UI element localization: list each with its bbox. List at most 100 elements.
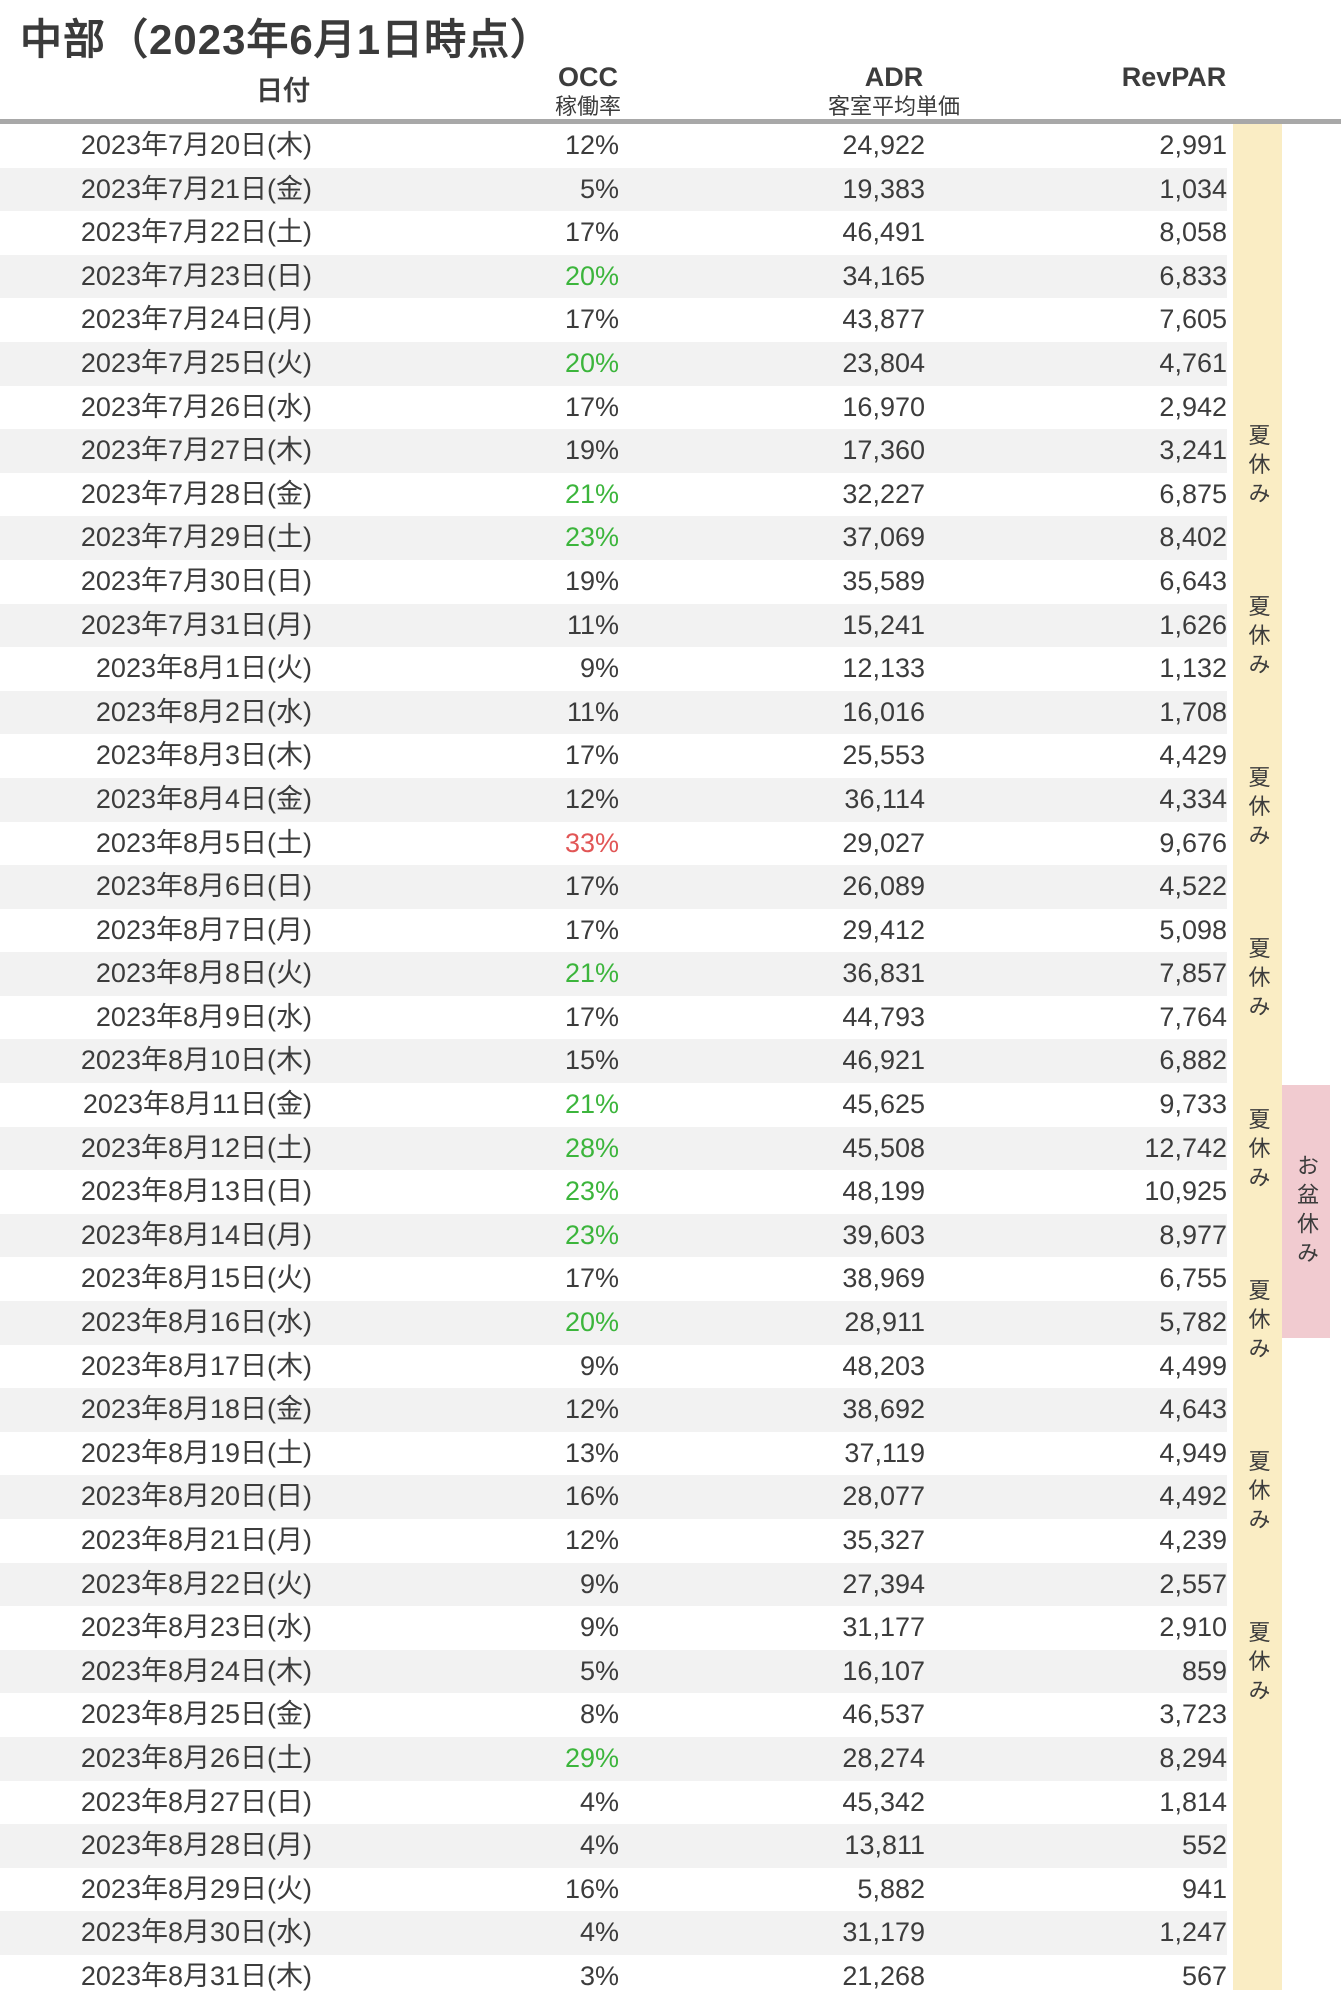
revpar-cell: 5,098 <box>1159 914 1227 945</box>
table-row: 2023年8月27日(日) 4% 45,342 1,814 <box>0 1780 1227 1825</box>
table-row: 2023年8月4日(金) 12% 36,114 4,334 <box>0 777 1227 822</box>
date-cell: 2023年8月16日(水) <box>80 1307 312 1338</box>
adr-cell: 28,274 <box>842 1742 925 1773</box>
occ-cell: 21% <box>564 478 619 509</box>
adr-cell: 46,491 <box>842 217 925 248</box>
date-cell: 2023年7月23日(日) <box>80 260 312 291</box>
revpar-cell: 12,742 <box>1144 1132 1227 1163</box>
table-row: 2023年8月7日(月) 17% 29,412 5,098 <box>0 908 1227 953</box>
revpar-cell: 1,132 <box>1159 653 1227 684</box>
summer-vacation-label: 夏休み <box>1245 1620 1271 1708</box>
table-row: 2023年8月26日(土) 29% 28,274 8,294 <box>0 1736 1227 1781</box>
revpar-cell: 1,708 <box>1159 696 1227 727</box>
date-cell: 2023年8月21日(月) <box>80 1525 312 1555</box>
revpar-cell: 4,334 <box>1159 783 1227 814</box>
adr-cell: 43,877 <box>842 304 925 335</box>
summer-vacation-label: 夏休み <box>1245 1449 1271 1537</box>
column-header-adr-sublabel: 客室平均単価 <box>827 94 961 119</box>
date-cell: 2023年8月31日(木) <box>80 1960 312 1991</box>
occ-cell: 23% <box>564 522 619 553</box>
occ-cell: 20% <box>564 347 619 378</box>
revpar-cell: 7,857 <box>1159 958 1227 989</box>
revpar-cell: 5,782 <box>1159 1307 1227 1338</box>
table-row: 2023年8月2日(水) 11% 16,016 1,708 <box>0 690 1227 735</box>
revpar-cell: 4,643 <box>1159 1394 1227 1425</box>
table-row: 2023年7月25日(火) 20% 23,804 4,761 <box>0 341 1227 386</box>
table-row: 2023年7月23日(日) 20% 34,165 6,833 <box>0 254 1227 299</box>
table-row: 2023年7月29日(土) 23% 37,069 8,402 <box>0 516 1227 560</box>
occ-cell: 9% <box>579 1568 619 1599</box>
table-row: 2023年8月30日(水) 4% 31,179 1,247 <box>0 1911 1227 1955</box>
revpar-cell: 2,557 <box>1159 1568 1227 1599</box>
page-title: 中部（2023年6月1日時点） <box>20 16 554 63</box>
date-cell: 2023年8月9日(水) <box>95 1001 312 1032</box>
date-cell: 2023年8月29日(火) <box>80 1873 312 1904</box>
occ-cell: 20% <box>564 260 619 291</box>
occ-cell: 17% <box>564 740 619 771</box>
occ-cell: 12% <box>564 130 619 160</box>
occ-cell: 17% <box>564 871 619 902</box>
date-cell: 2023年8月19日(土) <box>80 1437 312 1468</box>
date-cell: 2023年8月8日(火) <box>95 958 312 989</box>
revpar-cell: 4,429 <box>1159 740 1227 771</box>
occ-cell: 17% <box>564 1001 619 1032</box>
date-cell: 2023年7月25日(火) <box>80 347 312 378</box>
summer-vacation-label: 夏休み <box>1245 936 1271 1024</box>
column-header-date: 日付 <box>256 76 310 106</box>
adr-cell: 38,969 <box>842 1263 925 1294</box>
revpar-cell: 8,294 <box>1159 1742 1227 1773</box>
table-row: 2023年8月11日(金) 21% 45,625 9,733 <box>0 1083 1227 1127</box>
table-row: 2023年7月27日(木) 19% 17,360 3,241 <box>0 429 1227 473</box>
date-cell: 2023年8月7日(月) <box>95 914 312 945</box>
occ-cell: 16% <box>564 1481 619 1512</box>
occ-cell: 5% <box>579 173 619 204</box>
date-cell: 2023年8月13日(日) <box>80 1176 312 1207</box>
column-header-adr-label: ADR <box>864 62 924 92</box>
revpar-cell: 9,676 <box>1159 827 1227 858</box>
column-header-occ-label: OCC <box>557 62 618 92</box>
date-cell: 2023年7月22日(土) <box>80 217 312 248</box>
occ-cell: 12% <box>564 1525 619 1555</box>
date-cell: 2023年8月22日(火) <box>80 1568 312 1599</box>
revpar-cell: 941 <box>1181 1873 1227 1904</box>
table-row: 2023年8月29日(火) 16% 5,882 941 <box>0 1867 1227 1912</box>
occ-cell: 4% <box>579 1830 619 1861</box>
occ-cell: 19% <box>564 565 619 596</box>
table-row: 2023年8月13日(日) 23% 48,199 10,925 <box>0 1170 1227 1214</box>
adr-cell: 38,692 <box>842 1394 925 1425</box>
table-row: 2023年8月28日(月) 4% 13,811 552 <box>0 1824 1227 1868</box>
adr-cell: 25,553 <box>842 740 925 771</box>
revpar-cell: 4,499 <box>1159 1350 1227 1381</box>
table-row: 2023年7月24日(月) 17% 43,877 7,605 <box>0 298 1227 342</box>
date-cell: 2023年8月10日(木) <box>80 1045 312 1076</box>
revpar-cell: 7,764 <box>1159 1001 1227 1032</box>
occ-cell: 33% <box>564 827 619 858</box>
date-cell: 2023年7月21日(金) <box>80 173 312 204</box>
revpar-cell: 4,949 <box>1159 1437 1227 1468</box>
table-row: 2023年7月26日(水) 17% 16,970 2,942 <box>0 385 1227 430</box>
revpar-cell: 4,522 <box>1159 871 1227 902</box>
occ-cell: 4% <box>579 1786 619 1817</box>
summer-vacation-label: 夏休み <box>1245 1107 1271 1195</box>
adr-cell: 46,537 <box>842 1699 925 1730</box>
occ-cell: 23% <box>564 1176 619 1207</box>
occ-cell: 3% <box>579 1960 619 1991</box>
occ-cell: 4% <box>579 1917 619 1948</box>
column-header-occ-sublabel: 稼働率 <box>554 94 622 119</box>
adr-cell: 26,089 <box>842 871 925 902</box>
date-cell: 2023年7月24日(月) <box>80 304 312 335</box>
table-row: 2023年8月5日(土) 33% 29,027 9,676 <box>0 821 1227 866</box>
occ-cell: 11% <box>566 609 619 640</box>
revpar-cell: 7,605 <box>1159 304 1227 335</box>
occ-cell: 17% <box>564 304 619 335</box>
date-cell: 2023年8月14日(月) <box>80 1219 312 1250</box>
date-cell: 2023年7月31日(月) <box>80 609 312 640</box>
revpar-cell: 1,247 <box>1159 1917 1227 1948</box>
date-cell: 2023年8月20日(日) <box>80 1481 312 1512</box>
date-cell: 2023年8月3日(木) <box>95 740 312 771</box>
revpar-cell: 567 <box>1181 1960 1227 1991</box>
table-row: 2023年8月23日(水) 9% 31,177 2,910 <box>0 1606 1227 1650</box>
revpar-cell: 6,643 <box>1159 565 1227 596</box>
adr-cell: 35,589 <box>842 565 925 596</box>
